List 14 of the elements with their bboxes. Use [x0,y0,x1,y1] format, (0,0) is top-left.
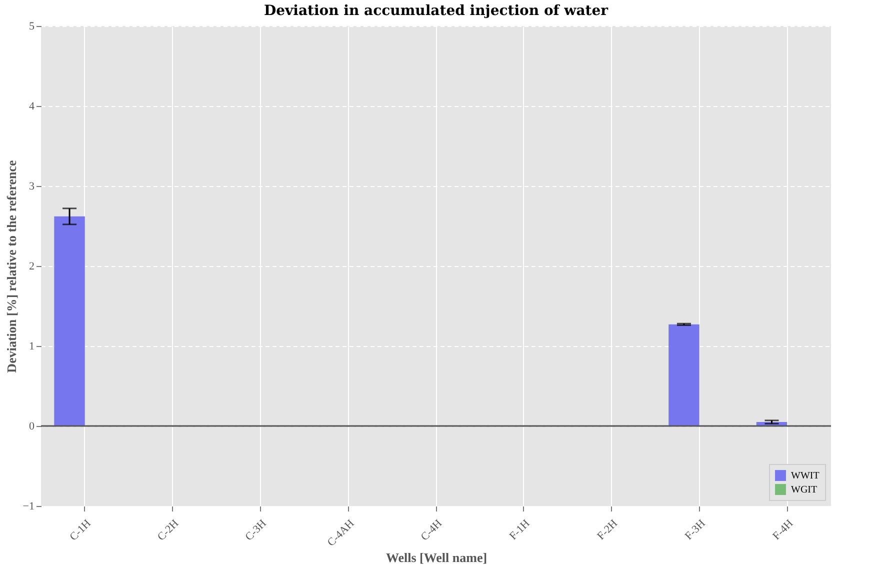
y-tick-label: 3 [29,180,35,192]
y-tick-label: 0 [29,420,35,432]
y-tick-label: 2 [29,260,34,272]
bar [668,324,700,426]
legend-label: WGIT [791,484,818,496]
legend-label: WWIT [791,470,820,482]
x-axis-title: Wells [Well name] [386,550,488,566]
y-tick-label: 4 [29,100,35,112]
chart-title: Deviation in accumulated injection of water [264,3,609,19]
y-tick-label: −1 [22,500,34,512]
y-tick-label: 5 [29,20,35,32]
bar [54,216,85,426]
y-tick-label: 1 [29,340,34,352]
y-axis-title: Deviation [%] relative to the reference [4,160,19,373]
